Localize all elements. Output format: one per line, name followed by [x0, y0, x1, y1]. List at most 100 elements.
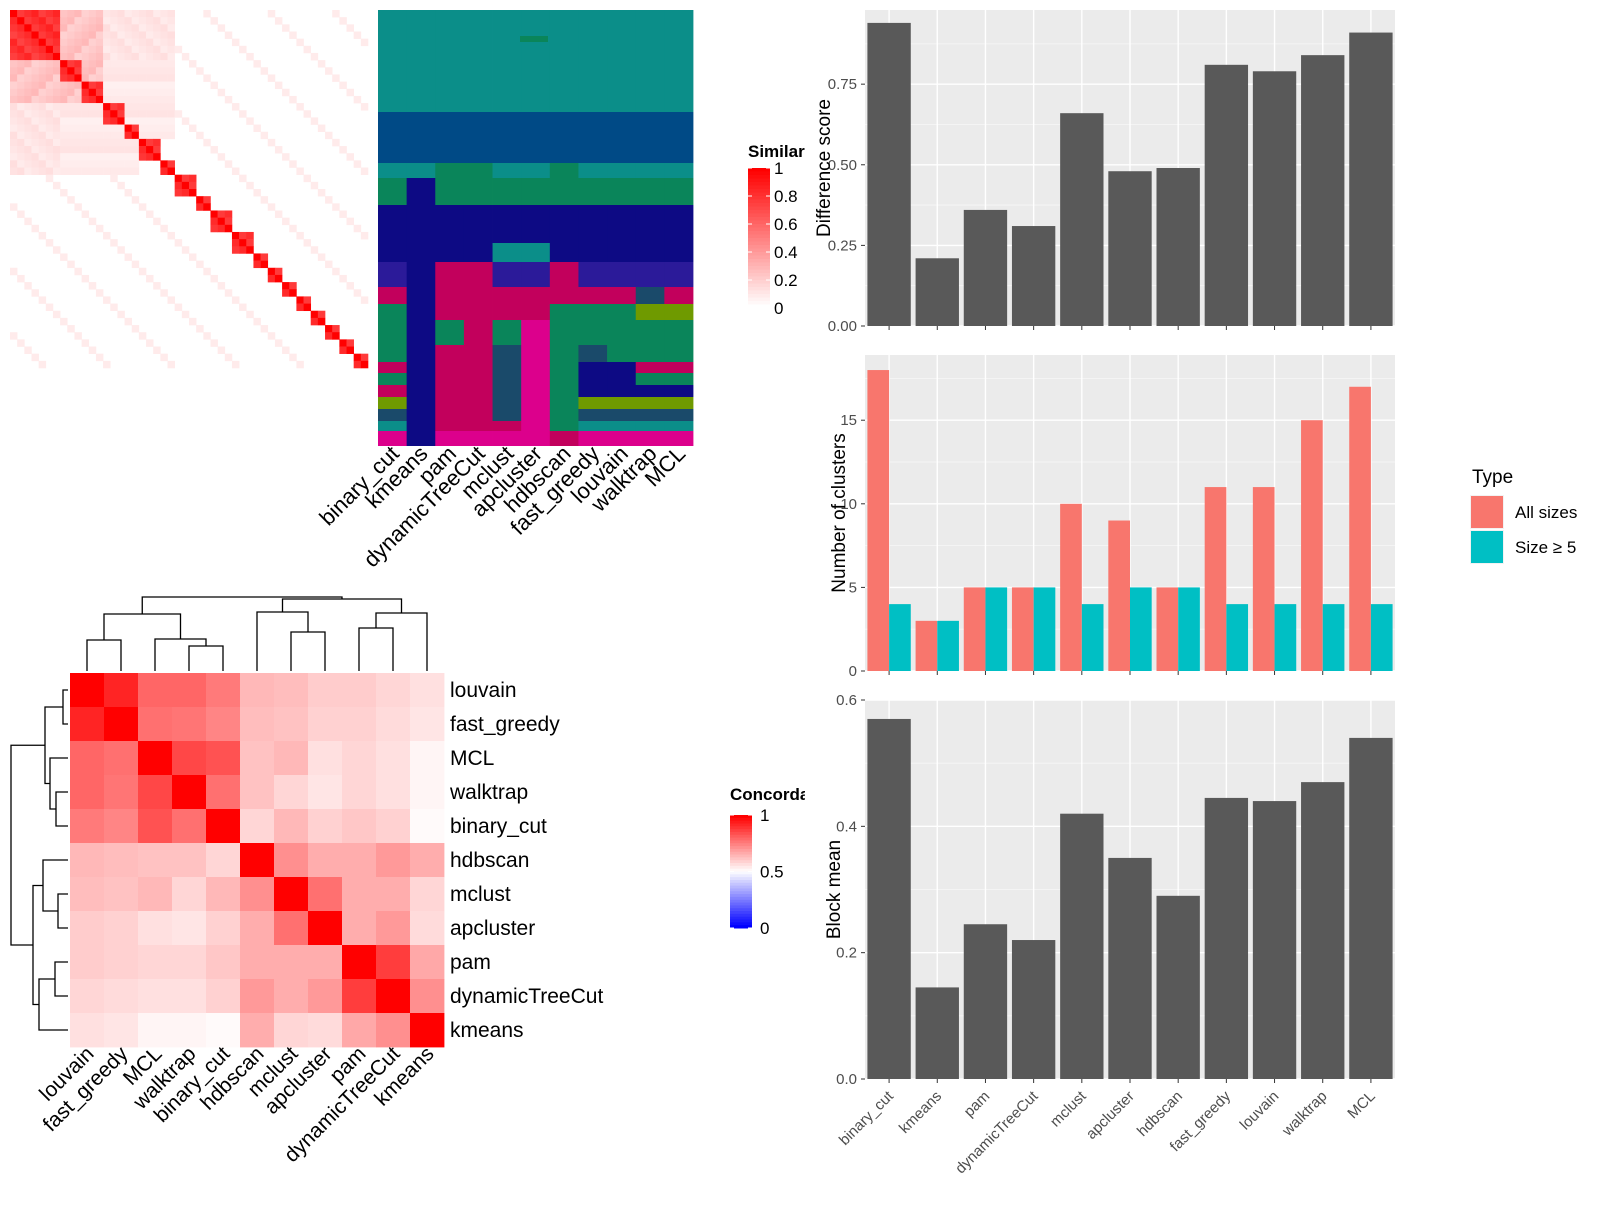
similarity-cell [103, 45, 111, 54]
assignment-cell [664, 373, 694, 385]
similarity-cell [10, 88, 18, 97]
concordance-cell [104, 843, 139, 878]
assignment-cell [492, 345, 522, 362]
assignment-cell [435, 287, 465, 304]
assignment-cell [378, 112, 408, 163]
similarity-cell [160, 289, 168, 297]
similarity-cell [60, 74, 68, 82]
concordance-cell [206, 911, 241, 946]
similarity-cell [24, 45, 32, 54]
similarity-cell [160, 60, 168, 68]
assignment-cell [435, 243, 465, 262]
assignment-cell [378, 385, 408, 397]
concordance-row-label: pam [450, 951, 491, 974]
similarity-cell [31, 353, 39, 362]
similarity-cell [88, 110, 97, 118]
similarity-cell [296, 303, 304, 312]
similarity-cell [239, 45, 247, 54]
similarity-cell [31, 160, 39, 168]
similarity-legend-swatch [748, 234, 770, 239]
similarity-cell [31, 167, 39, 175]
similarity-cell [31, 52, 39, 61]
concordance-legend-swatch [730, 815, 752, 819]
similarity-cell [181, 181, 190, 190]
similarity-cell [246, 181, 254, 190]
left-dendrogram-branch [32, 884, 43, 1006]
similarity-cell [289, 353, 297, 362]
similarity-cell [74, 117, 82, 125]
similarity-cell [153, 95, 161, 104]
similarity-cell [196, 131, 204, 140]
similarity-cell [52, 17, 61, 25]
similarity-cell [67, 17, 75, 25]
similarity-cell [282, 153, 290, 161]
similarity-cell [246, 246, 254, 254]
similarity-cell [146, 38, 154, 47]
similarity-legend-swatch [748, 276, 770, 281]
assignment-cell [607, 345, 637, 362]
similarity-cell [153, 117, 161, 125]
similarity-cell [160, 353, 168, 362]
similarity-cell [146, 95, 154, 104]
concordance-cell [206, 1013, 241, 1048]
similarity-cell [38, 67, 47, 75]
concordance-cell [240, 877, 275, 912]
concordance-cell [70, 673, 105, 708]
similarity-cell [31, 117, 39, 125]
assignment-cell [549, 287, 579, 304]
similarity-cell [60, 160, 68, 168]
similarity-cell [260, 253, 269, 261]
concordance-legend-swatch [730, 908, 752, 912]
similarity-cell [246, 52, 254, 61]
similarity-cell [10, 167, 18, 175]
assignment-cell [607, 163, 637, 178]
similarity-cell [124, 189, 133, 197]
assignment-cell [463, 320, 493, 345]
similarity-cell [38, 24, 47, 32]
similarity-cell [124, 88, 133, 97]
assignment-cell [378, 373, 408, 385]
similarity-cell [317, 310, 326, 319]
concordance-cell [104, 877, 139, 912]
similarity-cell [117, 124, 125, 133]
similarity-cell [45, 45, 54, 54]
similarity-cell [360, 103, 369, 111]
concordance-cell [240, 741, 275, 776]
y-tick-label: 0.4 [836, 818, 857, 835]
similarity-cell [146, 138, 154, 147]
similarity-cell [131, 167, 140, 175]
similarity-cell [131, 260, 140, 269]
assignment-cell [435, 163, 465, 178]
similarity-cell [60, 88, 68, 97]
similarity-cell [60, 24, 68, 32]
similarity-cell [160, 110, 168, 118]
assignment-cell [664, 320, 694, 345]
similarity-cell [52, 81, 61, 90]
similarity-cell [332, 267, 340, 276]
concordance-legend-swatch [730, 865, 752, 870]
concordance-cell [342, 775, 377, 810]
concordance-cell [172, 673, 207, 708]
concordance-cell [410, 809, 445, 844]
similarity-cell [103, 296, 111, 304]
similarity-legend-swatch [748, 224, 770, 228]
similarity-cell [267, 138, 276, 147]
similarity-cell [88, 81, 97, 90]
similarity-cell [332, 332, 340, 340]
assignment-cell [578, 287, 608, 304]
assignment-cell [549, 304, 579, 320]
concordance-cell [376, 1013, 411, 1048]
concordance-row-label: walktrap [449, 781, 528, 804]
assignment-cell [635, 362, 665, 373]
similarity-cell [24, 74, 32, 82]
assignment-cell [463, 262, 493, 287]
assignment-cell [435, 385, 465, 397]
similarity-cell [67, 103, 75, 111]
assignment-cell [549, 205, 579, 243]
similarity-cell [38, 110, 47, 118]
similarity-cell [282, 24, 290, 32]
concordance-cell [410, 877, 445, 912]
similarity-cell [239, 110, 247, 118]
similarity-cell [253, 253, 261, 261]
assignment-cell [435, 205, 465, 243]
